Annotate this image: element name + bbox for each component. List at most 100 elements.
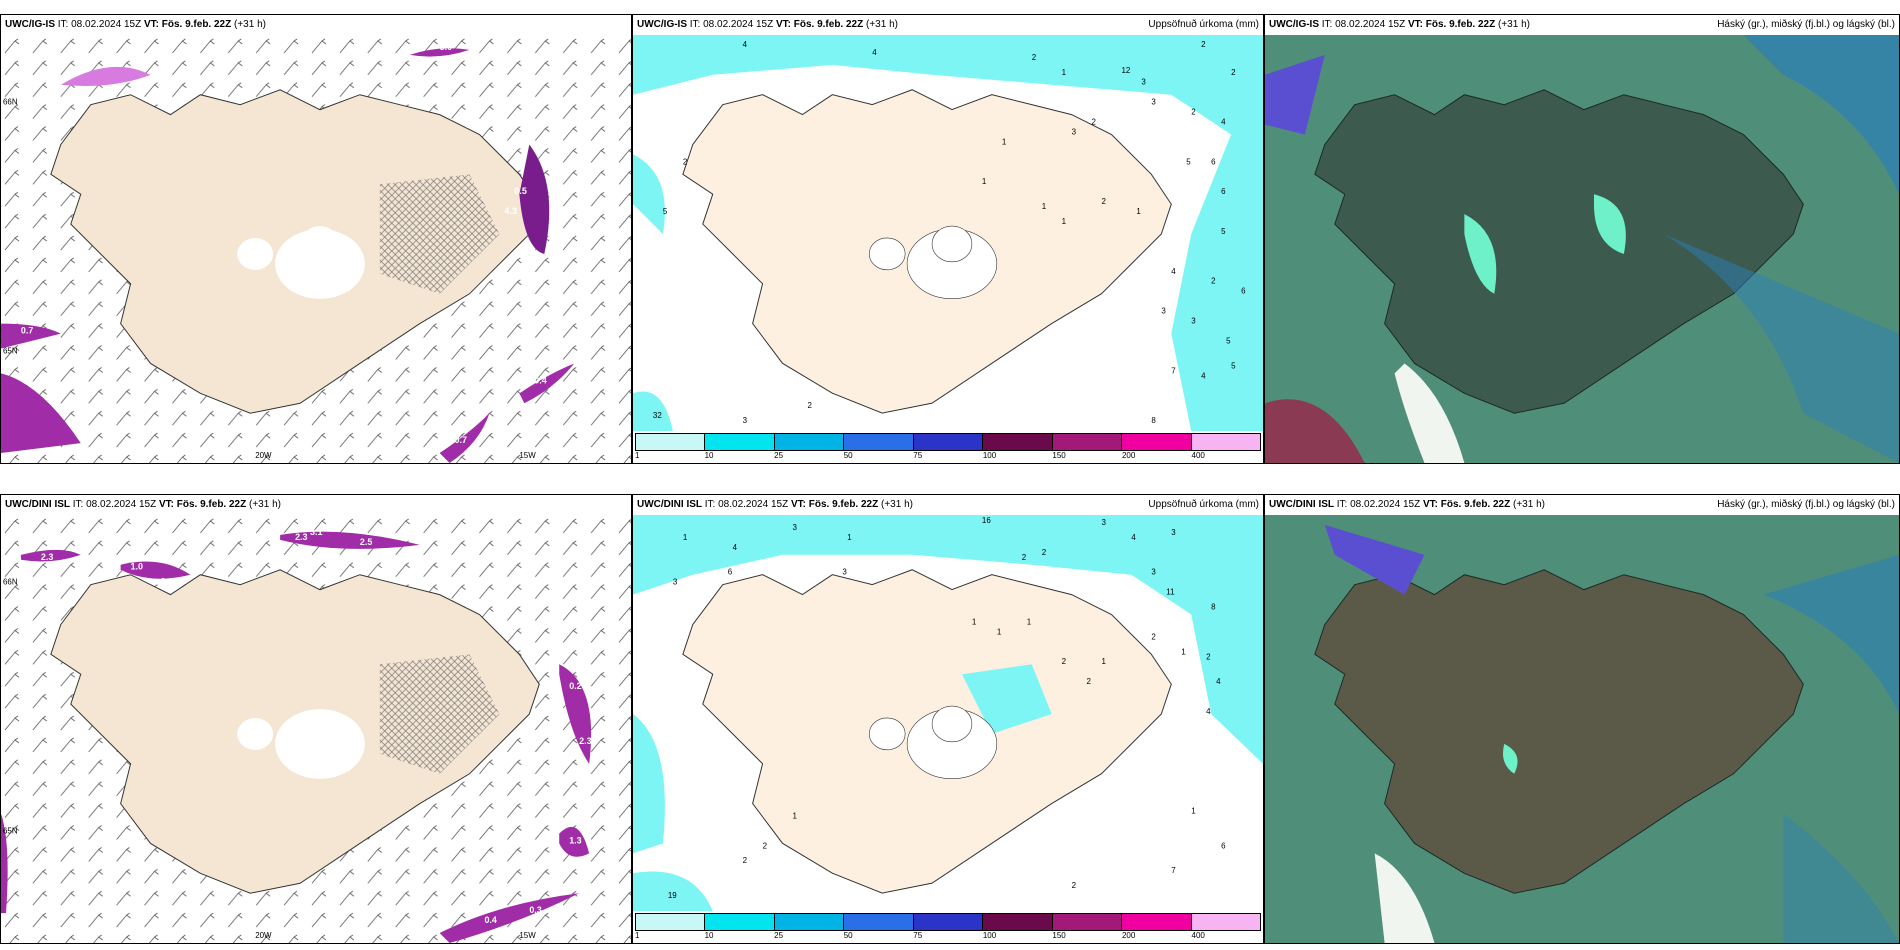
legend-tick: 200 [1121, 931, 1136, 940]
wind-contour [1, 813, 8, 914]
legend-swatch [774, 434, 845, 450]
lat-label: 65N [3, 347, 18, 356]
precip-value: 4 [1216, 677, 1221, 686]
lon-label: 15W [519, 451, 536, 460]
precip-value: 32 [653, 411, 662, 420]
precip-value: 1 [997, 627, 1002, 636]
cloud-map [1265, 515, 1899, 943]
legend-swatch [705, 914, 775, 930]
legend-tick: 200 [1121, 451, 1136, 460]
legend-colorbar [635, 433, 1261, 451]
precip-value: 5 [663, 207, 668, 216]
wind-value: 1.0 [131, 562, 143, 572]
precip-value: 3 [1151, 568, 1156, 577]
precip-value: 2 [1032, 53, 1037, 62]
init-time: IT: 08.02.2024 15Z [72, 499, 157, 510]
precip-value: 19 [668, 891, 677, 900]
panel-clouds-igis: UWC/IG-IS IT: 08.02.2024 15Z VT: Fös. 9.… [1264, 14, 1900, 464]
wind-contour [60, 66, 151, 87]
wind-map-svg: 2.3 3.1 2.5 1.0 2.3 2.6 2.3 0.2 1.3 0.4 … [1, 515, 631, 943]
wind-value: 2.5 [360, 537, 372, 547]
precip-value: 2 [763, 841, 768, 850]
model-name: UWC/IG-IS [637, 19, 687, 30]
wind-contour [20, 549, 81, 562]
legend-tick: 1 [635, 451, 640, 460]
precip-value: 1 [847, 533, 852, 542]
panel-wind-dini: UWC/DINI ISL IT: 08.02.2024 15Z VT: Fös.… [0, 494, 632, 944]
precip-value: 1 [1062, 217, 1067, 226]
lat-label: 65N [3, 827, 18, 836]
precip-value: 2 [1092, 118, 1097, 127]
legend-tick: 150 [1052, 931, 1066, 940]
precip-value: 6 [728, 568, 733, 577]
precip-value: 2 [1151, 632, 1156, 641]
panel-header: UWC/DINI ISL IT: 08.02.2024 15Z VT: Fös.… [633, 495, 1263, 515]
model-name: UWC/DINI ISL [5, 499, 70, 510]
precip-value: 4 [1171, 267, 1176, 276]
legend-tick: 50 [843, 931, 853, 940]
vt-label: VT: [790, 499, 806, 510]
wind-value: 2.3 [579, 736, 591, 746]
precip-value: 1 [1042, 202, 1047, 211]
wind-value: 0.5 [514, 186, 526, 196]
lat-label: 66N [3, 98, 18, 107]
legend-swatch [636, 434, 706, 450]
lat-label: 66N [3, 578, 18, 587]
precip-value: 6 [1221, 187, 1226, 196]
precip-value: 5 [1186, 157, 1191, 166]
precip-value: 2 [1102, 197, 1107, 206]
precip-value: 3 [1171, 528, 1176, 537]
wind-value: 2.6 [121, 52, 133, 62]
legend-tick: 10 [704, 931, 714, 940]
valid-time: Fös. 9.feb. 22Z [176, 499, 247, 510]
panel-clouds-dini: UWC/DINI ISL IT: 08.02.2024 15Z VT: Fös.… [1264, 494, 1900, 944]
lead-time: (+31 h) [249, 499, 281, 510]
legend-tick: 150 [1052, 451, 1066, 460]
precip-value: 3 [1102, 518, 1107, 527]
precip-value: 3 [1161, 307, 1166, 316]
precip-map-svg: 4 4 2 1 12 3 2 2 3 2 1 2 3 4 5 6 1 1 1 2… [633, 35, 1263, 431]
panel-header: UWC/DINI ISL IT: 08.02.2024 15Z VT: Fös.… [1265, 495, 1899, 515]
wind-value: 2.6 [160, 577, 172, 587]
precip-value: 1 [1181, 647, 1186, 656]
precip-value: 3 [1141, 78, 1146, 87]
precip-value: 4 [733, 543, 738, 552]
precip-value: 2 [807, 401, 812, 410]
legend-tick: 100 [982, 451, 997, 460]
precip-value: 2 [1022, 553, 1027, 562]
legend-swatch [983, 914, 1053, 930]
cloud-map-svg [1265, 35, 1899, 463]
precip-value: 2 [1201, 40, 1206, 49]
wind-value: 0.2 [569, 681, 581, 691]
precip-value: 4 [1201, 371, 1206, 380]
legend-tick: 25 [774, 931, 784, 940]
wind-value: 3.0 [440, 42, 452, 52]
precip-value: 2 [1062, 657, 1067, 666]
lead-time: (+31 h) [1513, 499, 1545, 510]
precip-value: 6 [1221, 841, 1226, 850]
wind-contour [280, 531, 420, 549]
cloud-map [1265, 35, 1899, 463]
precip-value: 3 [842, 568, 847, 577]
precip-value: 16 [982, 516, 991, 525]
vt-label: VT: [1407, 19, 1423, 30]
wind-contour [559, 826, 590, 857]
cloud-map-svg [1265, 515, 1899, 943]
legend-swatch [1052, 914, 1123, 930]
legend-swatch [1052, 434, 1123, 450]
legend-swatch [774, 914, 845, 930]
wind-value: 0.4 [484, 915, 496, 925]
precip-value: 2 [743, 856, 748, 865]
precip-value: 6 [1241, 287, 1246, 296]
precip-value: 2 [1072, 881, 1077, 890]
precip-value: 11 [1166, 588, 1175, 597]
legend-tick: 25 [774, 451, 784, 460]
legend-swatch [983, 434, 1053, 450]
precip-value: 1 [792, 811, 797, 820]
precip-value: 5 [1231, 361, 1236, 370]
legend-tick: 50 [843, 451, 853, 460]
panel-precip-dini: UWC/DINI ISL IT: 08.02.2024 15Z VT: Fös.… [632, 494, 1264, 944]
field-title: Uppsöfnuð úrkoma (mm) [1148, 19, 1259, 30]
init-time: IT: 08.02.2024 15Z [704, 499, 789, 510]
precip-value: 1 [1027, 617, 1032, 626]
